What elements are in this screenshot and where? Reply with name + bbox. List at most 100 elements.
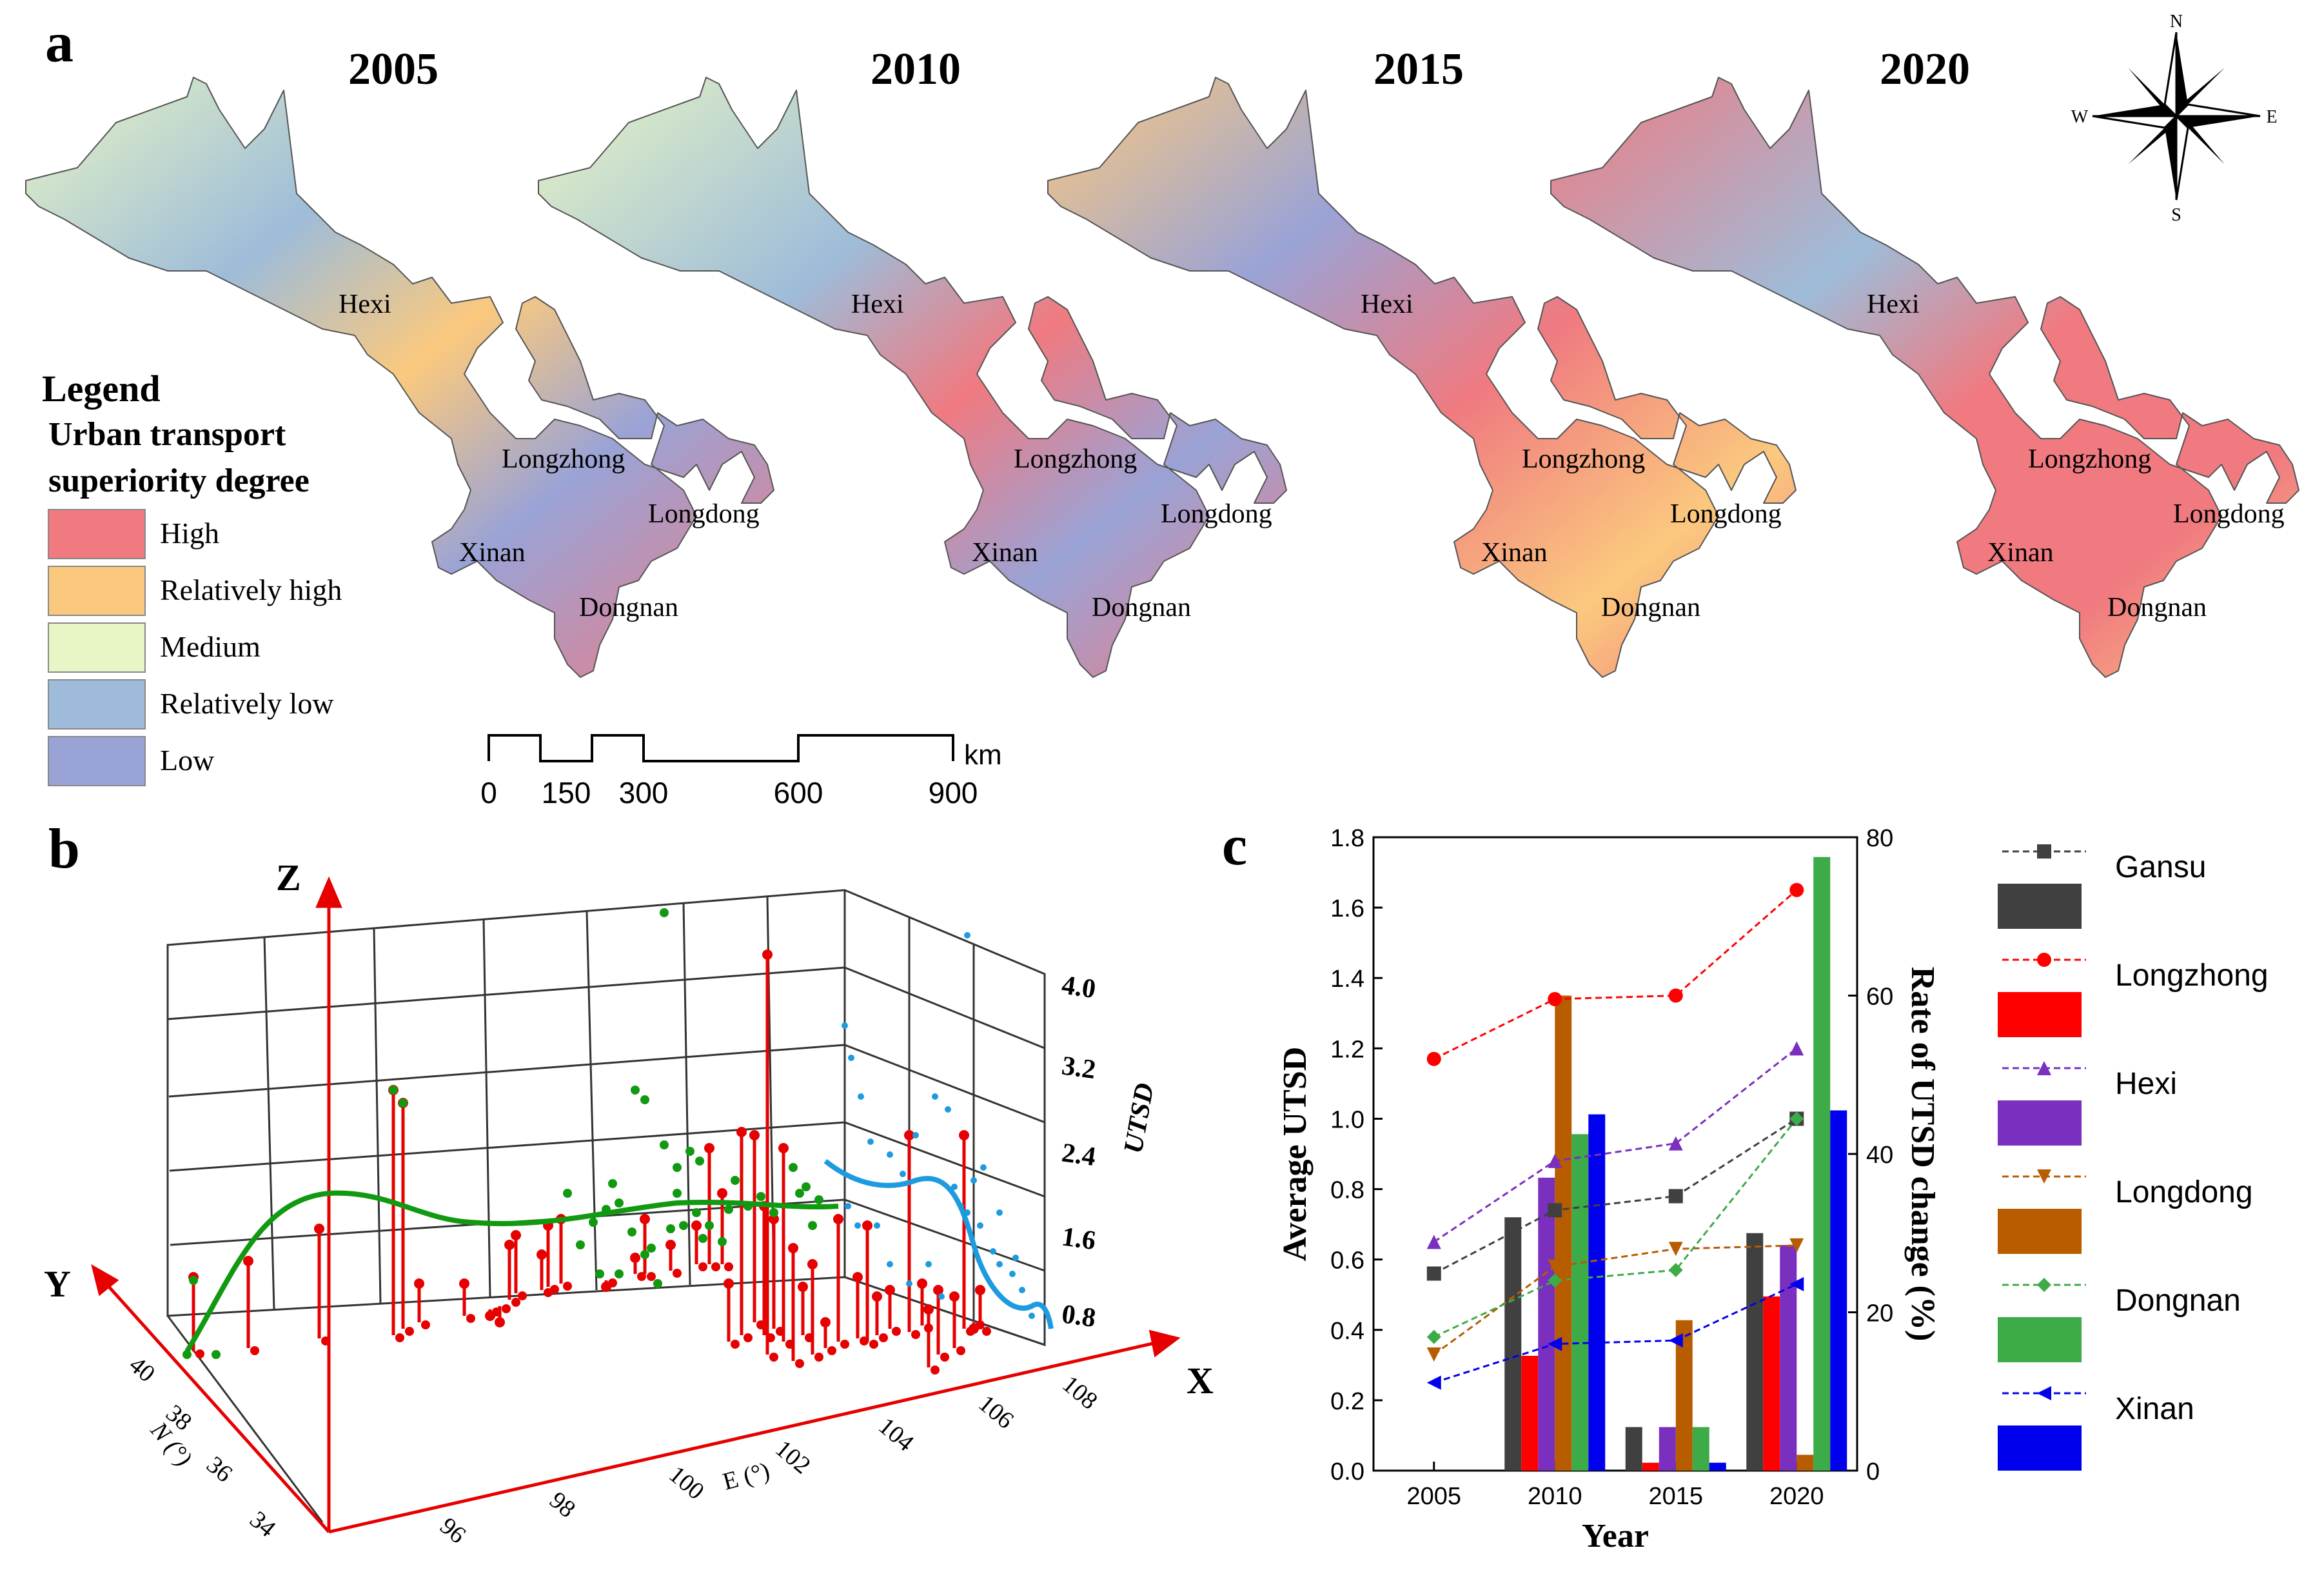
scatter-point-blue [912, 1132, 919, 1138]
z-tick: 3.2 [1060, 1051, 1098, 1085]
legend-class-label: Medium [160, 630, 261, 663]
scatter-point-red [956, 1346, 965, 1355]
bar-dongnan [1571, 1134, 1589, 1471]
scatter-point-green [666, 1224, 675, 1233]
year-label-2015: 2015 [1374, 45, 1464, 94]
scatter-point-red [885, 1285, 895, 1295]
scatter-point-red [691, 1220, 702, 1231]
scatter-point-red [872, 1291, 882, 1302]
marker-xinan [1668, 1333, 1683, 1348]
chart-legend: Gansu Longzhong Hexi Longdong Dongnan Xinan [1998, 850, 2269, 1471]
scatter-point-blue [996, 1209, 1003, 1216]
region-labels: Hexi Longzhong Longdong Xinan Dongnan He… [339, 290, 2285, 622]
legend-label-longzhong: Longzhong [2115, 958, 2269, 993]
legend-subtitle-2: superiority degree [48, 462, 310, 499]
scatter-point-green [808, 1221, 817, 1230]
scatter-point-green [627, 1227, 636, 1236]
panel-a: a 2005 2010 2015 2020 Hexi Longzhong Lon… [25, 12, 2299, 809]
scatter-point-blue [938, 1293, 945, 1300]
scatter-point-red [833, 1214, 843, 1224]
bar-gansu [1504, 1217, 1522, 1471]
legend-label-longdong: Longdong [2115, 1175, 2253, 1209]
scatter-point-green [563, 1189, 572, 1198]
line-longzhong [1433, 889, 1798, 1060]
legend-title: Legend [42, 368, 161, 410]
scatter-point-red [827, 1346, 836, 1355]
legend-bar-swatch [1998, 1100, 2082, 1146]
legend-bar-swatch [1998, 884, 2082, 929]
x-axis-title: Year [1582, 1518, 1649, 1554]
trend-curve-green [184, 1190, 839, 1353]
scatter-point-green [399, 1098, 408, 1107]
x-tick-label: 2005 [1406, 1483, 1461, 1510]
scatter-point-red [717, 1188, 727, 1198]
scatter-point-red [608, 1278, 617, 1287]
scatter-point-green [647, 1244, 656, 1253]
e-tick: 100 [664, 1461, 709, 1505]
legend-marker [2037, 1061, 2051, 1075]
year-label-2005: 2005 [348, 45, 438, 94]
marker-longdong [1548, 1259, 1562, 1274]
scatter-point-red [637, 1272, 646, 1281]
line-hexi [1433, 1048, 1798, 1243]
scatter-point-green [576, 1240, 585, 1249]
scatter-point-green [182, 1350, 192, 1359]
scatter-point-green [705, 1221, 714, 1230]
scatter-point-red [869, 1340, 878, 1349]
scatter-point-blue [951, 1184, 958, 1190]
marker-hexi [1789, 1041, 1804, 1056]
region-label-xinan: Xinan [1987, 538, 2054, 568]
scatter-point-green [695, 1157, 704, 1166]
scatter-point-red [743, 1333, 753, 1342]
scatter-point-blue [977, 1222, 983, 1229]
map-2020: 2020 [1550, 45, 2299, 678]
legend-class-label: Low [160, 744, 215, 777]
region-label-longdong: Longdong [1161, 499, 1272, 529]
scatter-point-green [653, 1279, 662, 1288]
x-tick-label: 2015 [1648, 1483, 1703, 1510]
scale-bar: 0 150 300 600 900 km [480, 734, 1002, 809]
y-tick-label: 0.8 [1330, 1177, 1364, 1204]
scatter-point-blue [964, 932, 970, 938]
scatter-point-blue [854, 1222, 861, 1229]
y-tick-label: 0.2 [1330, 1388, 1364, 1415]
scatter-point-green [756, 1192, 765, 1201]
scatter-point-green [718, 1237, 727, 1246]
scatter-point-red [917, 1278, 927, 1289]
bar-hexi [1538, 1177, 1555, 1471]
scatter-point-green [608, 1179, 617, 1188]
y-tick-label: 0.0 [1330, 1458, 1364, 1485]
axis-z-label: Z [276, 857, 301, 899]
e-tick: 98 [544, 1487, 580, 1524]
legend-class-label: High [160, 517, 219, 550]
scatter-point-red [982, 1327, 991, 1336]
bar-xinan [1588, 1114, 1606, 1471]
y-tick-label: 1.2 [1330, 1036, 1364, 1063]
x-tick-label: 2010 [1528, 1483, 1582, 1510]
scatter-point-red [243, 1256, 253, 1266]
marker-longdong [1426, 1347, 1441, 1362]
scatter-point-blue [887, 1151, 893, 1158]
scatter-point-red [405, 1327, 414, 1336]
z-tick: 2.4 [1060, 1138, 1098, 1172]
marker-longdong [1668, 1242, 1683, 1256]
region-label-hexi: Hexi [851, 290, 904, 319]
scatter-point-red [724, 1262, 733, 1271]
region-label-longzhong: Longzhong [1014, 444, 1137, 474]
marker-longdong [1789, 1238, 1804, 1253]
scatter-point-red [665, 1240, 676, 1250]
y-tick-label: 1.0 [1330, 1106, 1364, 1133]
bar-xinan [1830, 1110, 1847, 1471]
scatter-point-green [724, 1205, 733, 1214]
scatter-point-blue [867, 1138, 874, 1145]
y-axis-title: Average UTSD [1277, 1047, 1314, 1262]
marker-gansu [1668, 1189, 1683, 1204]
scatter-point-red [807, 1259, 818, 1269]
e-ticks: 96 98 100 102 104 106 108 E (°) [435, 1371, 1103, 1549]
scatter-point-red [788, 1243, 798, 1253]
scatter-point-red [731, 1340, 740, 1349]
z-tick: 1.6 [1060, 1222, 1098, 1256]
region-label-longzhong: Longzhong [1522, 444, 1645, 474]
legend-bar-swatch [1998, 1209, 2082, 1254]
line-dongnan [1433, 1118, 1798, 1338]
